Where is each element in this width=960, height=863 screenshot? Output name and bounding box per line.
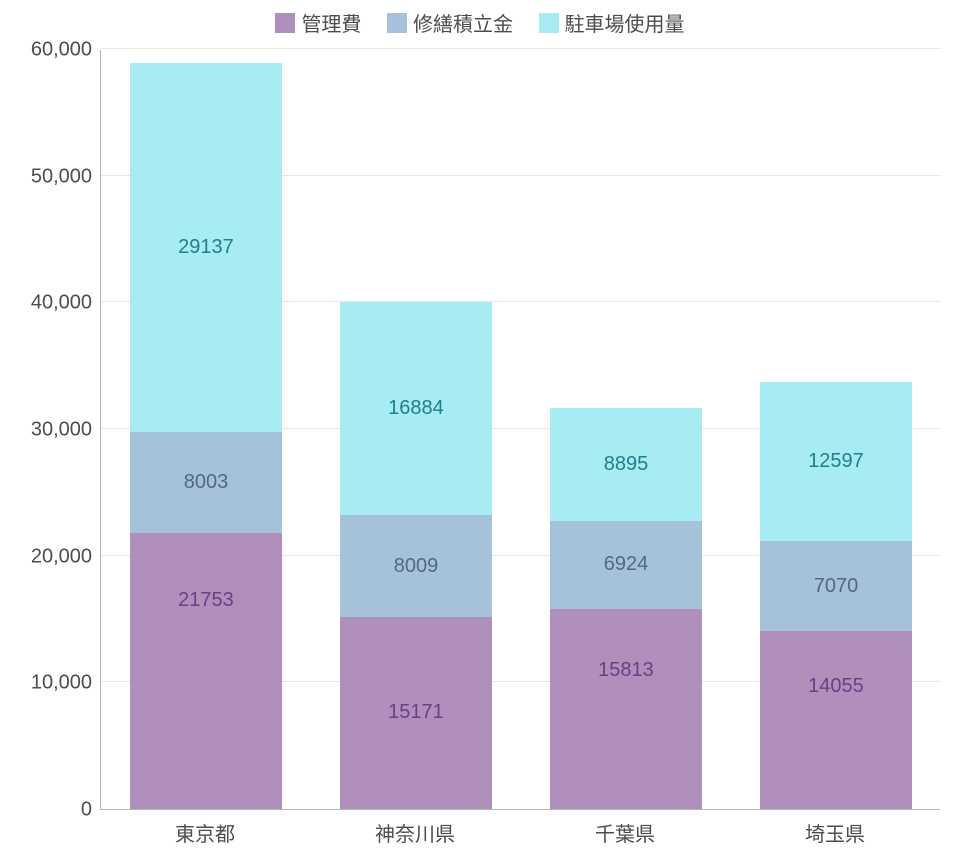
bar-value-label: 16884 (388, 397, 444, 420)
bar-value-label: 8009 (394, 555, 439, 578)
legend-swatch-s3 (539, 13, 559, 33)
legend: 管理費 修繕積立金 駐車場使用量 (0, 8, 960, 39)
bar-value-label: 8003 (184, 471, 229, 494)
y-tick-label: 0 (12, 799, 92, 822)
bar-segment-s1: 15171 (340, 617, 491, 809)
legend-item-s1: 管理費 (275, 8, 361, 37)
legend-label-s2: 修繕積立金 (413, 8, 513, 37)
bar-value-label: 29137 (178, 236, 234, 259)
y-tick-label: 20,000 (12, 545, 92, 568)
bar-segment-s2: 6924 (550, 521, 701, 609)
legend-swatch-s2 (387, 13, 407, 33)
legend-swatch-s1 (275, 13, 295, 33)
bar-segment-s3: 16884 (340, 302, 491, 516)
x-tick-label: 埼玉県 (805, 818, 865, 847)
legend-label-s3: 駐車場使用量 (565, 8, 685, 37)
bar-segment-s3: 29137 (130, 63, 281, 432)
x-tick-label: 東京都 (175, 818, 235, 847)
legend-item-s2: 修繕積立金 (387, 8, 513, 37)
bar-value-label: 14055 (808, 675, 864, 698)
bar-segment-s2: 8003 (130, 432, 281, 533)
bar-value-label: 15171 (388, 701, 444, 724)
bar-segment-s3: 12597 (760, 382, 911, 542)
legend-item-s3: 駐車場使用量 (539, 8, 685, 37)
bar-segment-s1: 21753 (130, 533, 281, 809)
bar-segment-s1: 15813 (550, 609, 701, 809)
y-tick-label: 30,000 (12, 419, 92, 442)
bar-value-label: 21753 (178, 589, 234, 612)
bars-container: 21753 8003 29137 15171 8009 16884 15813 6924 889… (101, 49, 941, 809)
x-tick-label: 神奈川県 (375, 818, 455, 847)
bar-value-label: 15813 (598, 659, 654, 682)
legend-label-s1: 管理費 (301, 8, 361, 37)
plot-area: 21753 8003 29137 15171 8009 16884 15813 6924 889… (100, 50, 940, 810)
y-tick-label: 60,000 (12, 39, 92, 62)
y-tick-label: 10,000 (12, 672, 92, 695)
x-tick-label: 千葉県 (595, 818, 655, 847)
y-tick-label: 50,000 (12, 165, 92, 188)
y-tick-label: 40,000 (12, 292, 92, 315)
bar-value-label: 7070 (814, 575, 859, 598)
bar-segment-s1: 14055 (760, 631, 911, 809)
bar-value-label: 8895 (604, 453, 649, 476)
bar-value-label: 12597 (808, 450, 864, 473)
bar-segment-s3: 8895 (550, 408, 701, 521)
bar-value-label: 6924 (604, 553, 649, 576)
bar-segment-s2: 7070 (760, 541, 911, 631)
bar-segment-s2: 8009 (340, 515, 491, 616)
